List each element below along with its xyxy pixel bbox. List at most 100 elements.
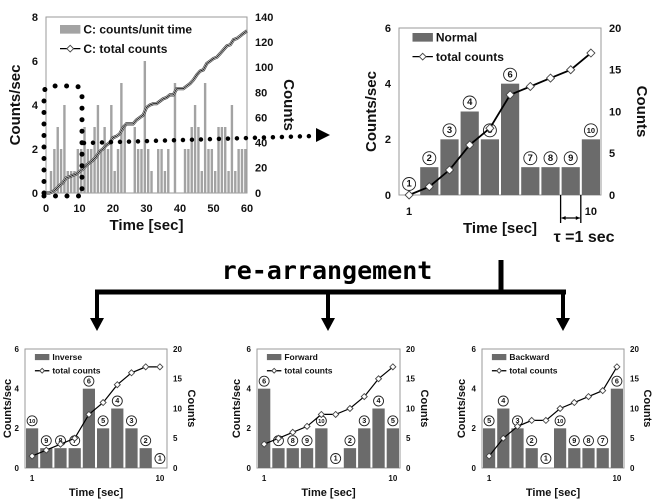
y-tick-label: 2 <box>472 424 477 433</box>
bar <box>521 167 540 195</box>
bar <box>125 428 138 468</box>
selection-annotation <box>41 83 330 199</box>
x-tick-label: 10 <box>155 474 164 483</box>
total-counts-marker <box>113 381 121 389</box>
order-circle <box>497 395 509 407</box>
order-label: 3 <box>126 415 137 427</box>
order-number: 2 <box>530 436 534 445</box>
order-number: 10 <box>318 419 324 425</box>
y2-tick-label: 10 <box>406 404 415 413</box>
y-tick-label: 0 <box>32 188 38 200</box>
y-tick-label: 0 <box>472 464 477 473</box>
x-tick-label: 1 <box>487 474 492 483</box>
total-counts-line <box>408 52 592 196</box>
order-number: 8 <box>58 436 62 445</box>
order-label: 2 <box>422 151 437 166</box>
bar <box>511 428 524 468</box>
order-circle <box>442 123 457 138</box>
order-label: 4 <box>497 395 509 407</box>
bar <box>83 127 86 193</box>
total-counts-marker <box>513 422 522 430</box>
tau-annotation: τ =1 sec <box>554 229 615 246</box>
x-tick-label: 60 <box>241 203 253 215</box>
bar <box>237 149 240 193</box>
order-label: 2 <box>344 435 356 447</box>
bar <box>140 149 143 193</box>
order-circle <box>83 375 95 387</box>
dotted-arrowhead <box>316 128 330 142</box>
order-circle <box>503 67 518 82</box>
legend-label-line: total counts <box>509 366 557 376</box>
order-label: 1 <box>154 453 166 464</box>
order-circle <box>26 415 38 427</box>
order-number: 6 <box>507 68 512 79</box>
order-circle <box>97 415 109 427</box>
bar <box>160 149 163 193</box>
y-tick-label: 4 <box>385 79 392 91</box>
order-label: 6 <box>503 67 518 82</box>
rearrangement-tree <box>90 260 570 331</box>
bar <box>193 105 197 193</box>
chart-backward: 0 2 4 6 0 5 10 15 20 Counts/sec Counts Time [sec] 5 4… <box>456 345 653 499</box>
total-counts-line <box>488 366 618 457</box>
bar <box>73 171 76 193</box>
y-tick-label: 6 <box>32 56 38 68</box>
legend-label-bars: Forward <box>284 352 318 362</box>
y2-tick-label: 120 <box>255 37 273 49</box>
bar <box>220 127 224 193</box>
order-number: 8 <box>291 436 295 445</box>
order-number: 4 <box>501 396 505 405</box>
order-circle <box>611 375 623 387</box>
bar <box>224 127 227 193</box>
y-tick-label: 0 <box>15 464 20 473</box>
bar <box>111 408 124 468</box>
tau-arrowhead-left <box>561 216 566 220</box>
order-label: 9 <box>563 151 578 166</box>
order-circle <box>358 415 370 427</box>
total-counts-marker <box>56 440 65 448</box>
y2-axis-label: Counts <box>185 390 197 428</box>
y-tick-label: 2 <box>385 134 391 146</box>
bar <box>525 448 538 468</box>
x-axis-label: Time [sec] <box>301 487 356 499</box>
order-circle <box>554 415 566 427</box>
total-counts-marker <box>599 387 607 395</box>
bar <box>386 428 399 468</box>
legend-label-bars: Backward <box>509 352 549 362</box>
bar <box>56 127 59 193</box>
order-number: 10 <box>29 419 35 425</box>
order-circle <box>568 435 580 447</box>
order-circle <box>483 415 495 427</box>
x-tick-label: 40 <box>174 203 186 215</box>
y2-tick-label: 20 <box>630 345 639 354</box>
bar <box>157 149 160 193</box>
arrowhead-backward <box>556 318 570 331</box>
legend-marker <box>66 44 75 53</box>
order-label: 5 <box>387 415 399 427</box>
order-number: 9 <box>305 436 309 445</box>
order-circle <box>330 453 342 464</box>
bar <box>203 83 207 193</box>
total-counts-marker <box>584 392 593 401</box>
bar <box>286 448 299 468</box>
legend-label-bars: C: counts/unit time <box>83 23 192 37</box>
order-circle <box>583 435 594 447</box>
x-tick-label: 20 <box>107 203 119 215</box>
order-circle <box>523 151 538 166</box>
bar <box>146 149 150 193</box>
bar <box>568 448 581 468</box>
order-label: 9 <box>301 435 313 447</box>
x-tick-label: 50 <box>207 203 219 215</box>
dotted-arrow <box>81 133 317 146</box>
total-counts-marker <box>389 363 397 371</box>
order-number: 9 <box>44 436 48 445</box>
y2-tick-label: 20 <box>406 345 415 354</box>
bar <box>501 83 520 195</box>
bar <box>183 149 187 193</box>
order-label: 4 <box>462 95 477 110</box>
total-counts-marker <box>505 90 515 100</box>
total-counts-marker <box>346 404 354 413</box>
y-tick-label: 2 <box>15 424 20 433</box>
order-number: 2 <box>427 152 432 163</box>
